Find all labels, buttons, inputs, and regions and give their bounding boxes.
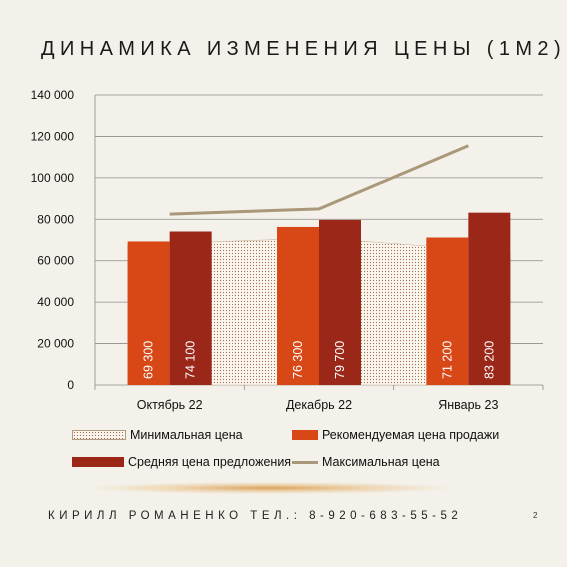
legend-item-max-price: Максимальная цена [292, 455, 440, 469]
legend-label-average: Средняя цена предложения [128, 455, 292, 469]
bar-average [169, 231, 212, 385]
page-title: ДИНАМИКА ИЗМЕНЕНИЯ ЦЕНЫ (1М2) [41, 38, 567, 60]
legend-swatch-average [72, 457, 124, 467]
max-price-line-path [169, 144, 469, 216]
bar-recommended [277, 226, 319, 385]
data-label: 79 700 [333, 341, 347, 379]
max-price-line [169, 144, 469, 216]
legend-swatch-max [292, 460, 318, 464]
legend-label-recommended: Рекомендуемая цена продажи [322, 428, 500, 442]
y-tick-label: 0 [67, 378, 74, 392]
bars [127, 212, 511, 385]
y-tick-label: 120 000 [31, 129, 75, 143]
data-labels: 69 300 74 100 76 300 79 700 71 200 83 200 [142, 341, 497, 379]
y-tick-label: 60 000 [37, 254, 74, 268]
y-tick-label: 80 000 [37, 212, 74, 226]
data-label: 83 200 [482, 341, 496, 379]
bar-recommended [426, 237, 469, 385]
legend-swatch-recommended [292, 430, 318, 440]
legend-label-min: Минимальная цена [130, 428, 243, 442]
bar-average [468, 212, 511, 385]
x-tick-label: Январь 23 [438, 398, 498, 412]
x-tick-label: Декабрь 22 [286, 398, 352, 412]
data-label: 69 300 [142, 341, 156, 379]
bar-recommended [127, 241, 170, 385]
legend-swatch-min [72, 430, 126, 440]
y-tick-label: 100 000 [31, 171, 75, 185]
x-axis-ticks: Октябрь 22 Декабрь 22 Январь 23 [94, 385, 544, 412]
x-tick-label: Октябрь 22 [137, 398, 203, 412]
y-tick-label: 20 000 [37, 337, 74, 351]
decorative-glow [90, 482, 450, 494]
legend-item-average-price: Средняя цена предложения [72, 455, 291, 469]
legend-item-recommended-price: Рекомендуемая цена продажи [292, 428, 499, 442]
page-number: 2 [533, 511, 538, 520]
bar-average [319, 219, 361, 385]
y-tick-label: 140 000 [31, 88, 75, 102]
footer-contact: КИРИЛЛ РОМАНЕНКО ТЕЛ.: 8-920-683-55-52 [48, 510, 463, 522]
data-label: 71 200 [440, 341, 454, 379]
legend-item-min-price: Минимальная цена [72, 428, 243, 442]
legend-label-max: Максимальная цена [322, 455, 440, 469]
price-dynamics-chart: 0 20 000 40 000 60 000 80 000 100 000 120 000 1… [31, 88, 544, 412]
y-axis-ticks: 0 20 000 40 000 60 000 80 000 100 000 120 000 1… [31, 88, 75, 392]
data-label: 74 100 [184, 341, 198, 379]
y-tick-label: 40 000 [37, 295, 74, 309]
data-label: 76 300 [291, 341, 305, 379]
